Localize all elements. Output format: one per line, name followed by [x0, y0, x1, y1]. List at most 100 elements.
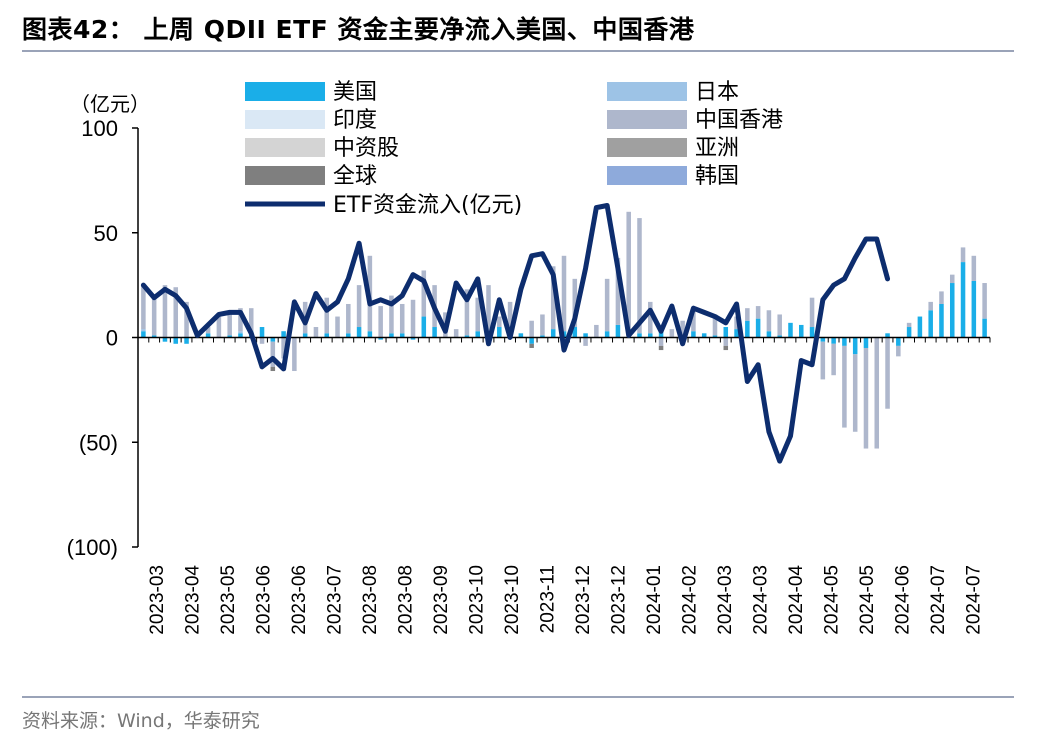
bar-0-46	[637, 333, 642, 338]
legend-label-5: 亚洲	[695, 136, 739, 161]
bar-3-62	[809, 297, 815, 328]
bar-0-77	[971, 280, 977, 338]
x-tick-label-19: 2024-05	[821, 565, 842, 635]
bar-3-16	[313, 327, 319, 338]
bar-3-20	[356, 285, 362, 328]
bar-3-8	[227, 314, 232, 336]
bar-3-29	[453, 329, 459, 338]
bar-0-4	[184, 337, 189, 344]
bar-3-59	[777, 314, 782, 336]
bar-3-44	[615, 257, 621, 325]
bar-0-61	[799, 324, 804, 338]
bar-1-0	[141, 329, 146, 332]
bar-3-65	[842, 345, 847, 428]
y-tick-label-2: 0	[106, 326, 118, 351]
bar-0-19	[346, 333, 351, 338]
bar-6-54	[723, 345, 729, 351]
bar-0-27	[432, 327, 437, 338]
x-tick-label-22: 2024-07	[928, 565, 949, 635]
x-tick-label-4: 2023-06	[289, 565, 310, 635]
bar-0-35	[518, 333, 524, 338]
y-tick-label-4: (100)	[67, 535, 118, 560]
bar-3-13	[281, 337, 286, 359]
bar-3-43	[604, 278, 610, 332]
x-tick-label-14: 2024-01	[644, 565, 665, 635]
bar-3-77	[971, 255, 977, 281]
bar-3-36	[529, 320, 534, 338]
x-tick-label-12: 2023-12	[573, 565, 594, 635]
legend-label-7: 韩国	[695, 164, 739, 189]
bar-3-69	[885, 337, 890, 409]
bar-3-63	[820, 341, 826, 380]
bar-3-55	[734, 316, 739, 330]
bar-0-54	[723, 327, 729, 338]
y-tick-label-3: (50)	[79, 430, 118, 455]
bar-0-25	[410, 337, 416, 340]
bar-3-51	[691, 310, 696, 332]
bar-0-66	[852, 337, 858, 355]
bar-3-74	[939, 291, 944, 304]
x-tick-labels: 2023-03 2023-04 2023-05 2023-06 2023-06 2023-…	[147, 565, 985, 635]
bar-0-36	[529, 337, 534, 344]
legend-swatch-7	[607, 166, 687, 185]
bar-0-26	[421, 316, 427, 338]
bar-0-67	[863, 337, 869, 348]
bar-3-6	[205, 327, 211, 334]
x-tick-label-2: 2023-05	[218, 565, 239, 635]
legend-swatch-0	[245, 82, 325, 101]
bar-0-73	[928, 310, 933, 338]
bar-3-48	[658, 337, 664, 346]
bar-3-10	[248, 308, 254, 332]
bar-0-52	[701, 333, 707, 338]
bar-3-23	[389, 295, 394, 334]
bar-0-38	[550, 329, 556, 338]
bar-0-13	[281, 331, 286, 338]
x-tick-label-7: 2023-08	[395, 565, 416, 635]
bar-3-73	[928, 301, 933, 311]
bar-3-17	[324, 297, 329, 334]
x-tick-label-20: 2024-05	[857, 565, 878, 635]
bar-0-47	[648, 333, 653, 338]
bar-3-0	[141, 285, 146, 330]
legend-label-3: 中国香港	[695, 108, 783, 133]
bar-3-71	[906, 322, 912, 328]
bar-3-37	[540, 314, 545, 336]
bar-0-33	[497, 327, 502, 338]
legend-label-6: 全球	[333, 164, 377, 189]
bar-0-57	[755, 318, 761, 338]
bar-0-55	[734, 329, 739, 338]
bar-0-69	[885, 333, 890, 338]
bar-3-25	[410, 299, 416, 338]
y-tick-label-0: 100	[81, 116, 118, 141]
bar-3-7	[216, 316, 222, 338]
y-unit-label: （亿元）	[70, 92, 150, 116]
bar-0-8	[227, 335, 232, 338]
bar-3-49	[669, 329, 675, 338]
y-tick-label-1: 50	[94, 221, 118, 246]
legend-label-0: 美国	[333, 80, 377, 105]
bar-3-58	[766, 310, 772, 332]
legend-swatch-5	[607, 138, 687, 157]
bar-0-44	[615, 324, 621, 338]
bar-3-46	[637, 218, 642, 334]
bar-3-14	[292, 337, 297, 372]
source-note: 资料来源：Wind，华泰研究	[22, 710, 260, 732]
bar-3-12	[270, 341, 276, 367]
x-tick-label-3: 2023-06	[253, 565, 274, 635]
x-tick-label-0: 2023-03	[147, 565, 168, 635]
bar-1-9	[238, 331, 243, 334]
bar-0-37	[540, 335, 545, 338]
bar-3-3	[173, 287, 179, 338]
chart-title: 图表42： 上周 QDII ETF 资金主要净流入美国、中国香港	[22, 15, 695, 44]
bar-3-34	[507, 301, 513, 332]
bar-3-2	[162, 285, 168, 338]
bar-3-4	[184, 301, 189, 338]
x-tick-label-11: 2023-11	[537, 565, 558, 633]
bar-0-75	[949, 283, 955, 338]
bar-0-0	[141, 331, 146, 338]
bar-0-60	[788, 322, 793, 338]
bar-0-76	[960, 262, 966, 338]
bar-3-68	[874, 337, 880, 449]
bar-3-54	[723, 337, 729, 346]
